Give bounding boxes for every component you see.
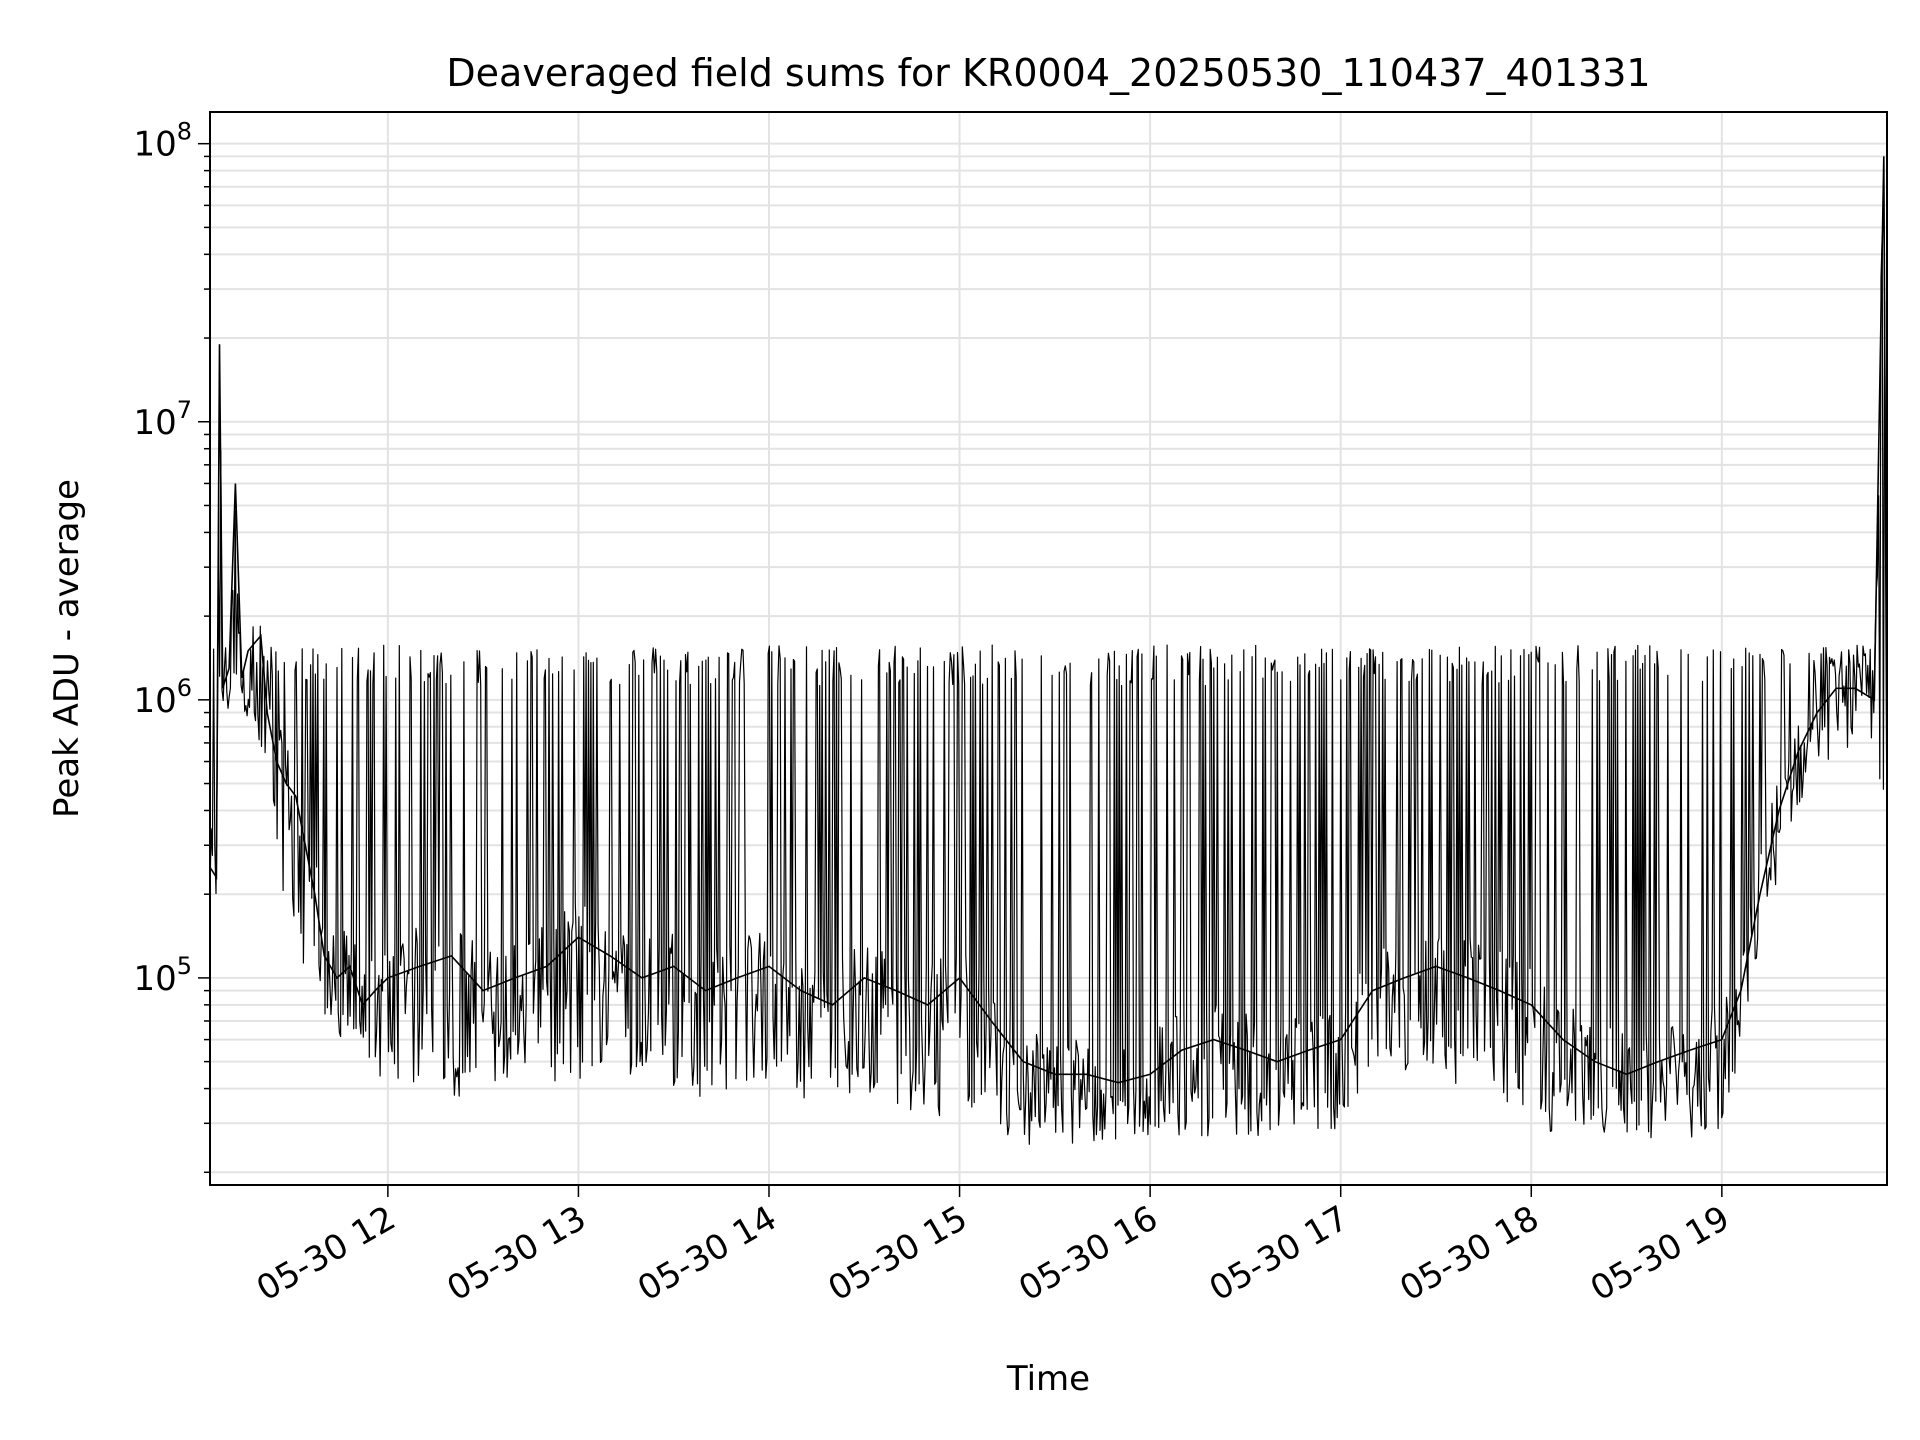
x-tick-label: 05-30 13	[441, 1198, 593, 1309]
y-tick-label: 107	[133, 396, 192, 443]
y-tick-label: 106	[133, 674, 192, 721]
grid-lines	[210, 112, 1887, 1185]
y-axis-ticks: 105 106 107 108	[133, 118, 210, 1174]
x-tick-label: 05-30 18	[1393, 1198, 1545, 1309]
series-noise-line	[209, 235, 1888, 1145]
y-axis-label: Peak ADU - average	[47, 479, 87, 818]
series-line	[209, 156, 1888, 1084]
x-tick-label: 05-30 16	[1012, 1198, 1164, 1309]
chart-title: Deaveraged field sums for KR0004_2025053…	[446, 51, 1650, 95]
x-axis-ticks: 05-30 12 05-30 13 05-30 14 05-30 15 05-30 16…	[250, 1185, 1736, 1309]
series-layer	[209, 156, 1888, 1145]
x-tick-label: 05-30 17	[1203, 1198, 1355, 1309]
y-tick-label: 108	[133, 118, 192, 165]
y-tick-label: 105	[133, 952, 192, 999]
x-tick-label: 05-30 19	[1584, 1198, 1736, 1309]
plot-frame	[209, 111, 1888, 1186]
x-tick-label: 05-30 15	[822, 1198, 974, 1309]
x-axis-label: Time	[1006, 1359, 1090, 1399]
x-tick-label: 05-30 14	[631, 1198, 783, 1309]
x-tick-label: 05-30 12	[250, 1198, 402, 1309]
